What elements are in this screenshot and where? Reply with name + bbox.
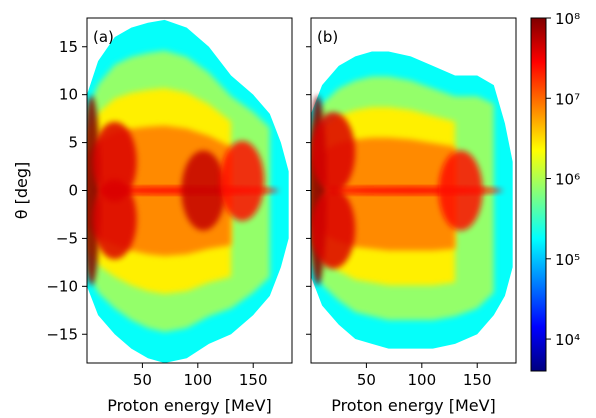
colorbar: 10⁴ 10⁵ 10⁶ 10⁷ 10⁸ [531,10,580,371]
colorbar-tick-label: 10⁵ [555,251,580,269]
x-tick-label: 50 [357,371,376,389]
x-axis-title-b: Proton energy [MeV] [331,396,496,415]
x-tick-label: 100 [407,371,436,389]
x-tick-label: 150 [239,371,268,389]
colorbar-tick-label: 10⁴ [555,331,580,349]
colorbar-tick-label: 10⁸ [555,10,580,28]
y-tick-label: −15 [46,325,78,343]
panel-b: (b) 50 100 150 Proton energy [MeV] [306,18,516,415]
y-tick-label: 15 [59,38,78,56]
colorbar-gradient [531,18,546,371]
y-tick-label: −5 [56,229,78,247]
hotspot [220,141,264,221]
hotspot [311,112,355,192]
x-axis-title-a: Proton energy [MeV] [107,396,272,415]
heatmap-a [82,20,288,363]
panel-a: (a) 50 100 150 −15 −10 −5 0 5 10 15 Proton energy… [12,18,292,415]
panel-label-a: (a) [93,28,114,46]
panel-label-b: (b) [317,28,338,46]
heatmap-b [309,52,513,349]
y-tick-label: 10 [59,86,78,104]
hotspot [439,151,483,231]
y-tick-label: 0 [68,182,78,200]
hotspot [181,151,225,231]
y-tick-label: −10 [46,277,78,295]
hotspot [311,189,355,269]
colorbar-tick-label: 10⁷ [555,90,580,108]
x-tick-label: 150 [463,371,492,389]
colorbar-ticks: 10⁴ 10⁵ 10⁶ 10⁷ 10⁸ [546,10,580,349]
x-tick-label: 100 [183,371,212,389]
y-axis-title: θ [deg] [12,162,31,220]
hotspot [93,179,137,259]
colorbar-tick-label: 10⁶ [555,171,580,189]
x-tick-label: 50 [133,371,152,389]
y-tick-label: 5 [68,134,78,152]
